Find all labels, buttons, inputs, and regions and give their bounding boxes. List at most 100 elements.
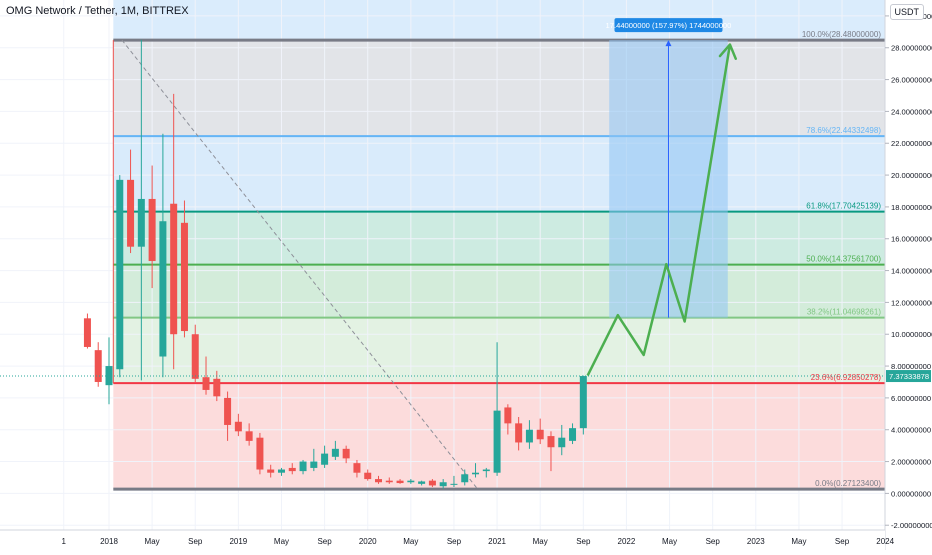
price-tick-label: 12.00000000: [891, 298, 932, 307]
candle-body: [321, 453, 329, 465]
candle-body: [482, 469, 490, 472]
fib-band: [113, 0, 885, 41]
trend-line-group: [112, 39, 479, 490]
fib-level-label: 61.8%(17.70425139): [806, 202, 881, 211]
fib-level-label: 0.0%(0.27123400): [815, 479, 881, 488]
time-tick-label: 1: [61, 537, 66, 546]
last-price-badge: [886, 370, 931, 383]
candle-body: [558, 437, 566, 448]
price-tick-label: 28.00000000: [891, 44, 932, 53]
candle-body: [310, 461, 318, 468]
fib-band: [113, 317, 885, 384]
time-tick-label: Sep: [317, 537, 332, 546]
time-tick-label: Sep: [188, 537, 203, 546]
candle-body: [493, 410, 501, 473]
fib-band: [113, 211, 885, 265]
fib-level-label: 23.6%(6.92850278): [811, 373, 882, 382]
projection-arrow-head: [718, 43, 737, 60]
candle-body: [396, 480, 404, 484]
measure-label-bg: [614, 18, 723, 33]
candle-body: [418, 481, 426, 484]
fib-level-label: 38.2%(11.04698261): [807, 308, 881, 317]
candle-body: [137, 198, 145, 247]
candle-body: [245, 431, 253, 441]
candle-body: [170, 203, 178, 335]
time-tick-label: 2020: [359, 537, 377, 546]
price-tick-label: 26.00000000: [891, 76, 932, 85]
candle-body: [515, 423, 523, 443]
candle-body: [472, 472, 480, 475]
candle-body: [224, 397, 232, 425]
projection-arrow-group: [586, 43, 737, 377]
candle-body: [547, 436, 555, 448]
time-tick-label: Sep: [447, 537, 462, 546]
candle-body: [191, 334, 199, 379]
candle-body: [385, 480, 393, 483]
price-tick-label: 24.00000000: [891, 107, 932, 116]
candle-body: [569, 428, 577, 441]
price-tick-label: 18.00000000: [891, 203, 932, 212]
time-tick-label: May: [533, 537, 548, 546]
fib-bands: [113, 0, 885, 490]
fib-band: [113, 264, 885, 318]
candle-body: [159, 221, 167, 357]
time-tick-label: 2023: [747, 537, 765, 546]
price-tick-label: 20.00000000: [891, 171, 932, 180]
price-tick-label: 16.00000000: [891, 235, 932, 244]
price-tick-label: 2.00000000: [891, 458, 931, 467]
fib-level-label: 100.0%(28.48000000): [802, 30, 882, 39]
fib-level-label: 78.6%(22.44332498): [806, 126, 881, 135]
price-tick-label: 0.00000000: [891, 489, 931, 498]
fib-band: [113, 40, 885, 137]
candle-body: [342, 448, 350, 459]
candle-body: [375, 479, 382, 483]
time-tick-label: 2022: [618, 537, 636, 546]
time-axis-bg: [0, 530, 885, 550]
price-tick-label: 4.00000000: [891, 426, 931, 435]
candle-body: [277, 469, 285, 473]
candle-body: [83, 318, 91, 347]
price-tick-label: 10.00000000: [891, 330, 932, 339]
candle-body: [439, 482, 447, 487]
time-tick-label: May: [791, 537, 806, 546]
candle-body: [267, 469, 275, 473]
candle-body: [331, 448, 339, 457]
time-tick-label: May: [274, 537, 289, 546]
currency-badge[interactable]: USDT: [889, 4, 924, 20]
candle-body: [536, 429, 544, 440]
price-tick-label: 8.00000000: [891, 362, 931, 371]
fib-lines: 0.0%(0.27123400) 23.6%(6.92850278) 38.2%(1…: [113, 30, 885, 491]
time-tick-label: May: [403, 537, 418, 546]
time-tick-label: Sep: [706, 537, 721, 546]
candle-body: [299, 461, 307, 472]
time-axis: 1 2018 May Sep 2019 May Sep 2020 May Sep 2021 May Se…: [0, 529, 895, 550]
candle-body: [450, 483, 458, 485]
candle-body: [504, 407, 512, 424]
time-tick-label: 2018: [100, 537, 118, 546]
candle-body: [525, 429, 533, 443]
time-tick-label: 2019: [229, 537, 247, 546]
candle-body: [288, 467, 296, 472]
candle-body: [116, 179, 124, 370]
candle-body: [127, 179, 135, 247]
candle-body: [234, 421, 242, 432]
price-tick-label: 22.00000000: [891, 139, 932, 148]
time-tick-label: May: [662, 537, 677, 546]
measure-label: 17.44000000 (157.97%) 1744000000: [606, 21, 732, 30]
candle-body: [428, 480, 436, 486]
price-tick-label: -2.00000000: [891, 521, 932, 530]
projection-arrow: [586, 44, 732, 377]
time-tick-label: 2021: [488, 537, 506, 546]
candle-body: [579, 376, 587, 429]
candle-body: [148, 198, 156, 262]
price-tick-label: 14.00000000: [891, 267, 932, 276]
candle-body: [407, 480, 415, 483]
time-tick-label: Sep: [576, 537, 591, 546]
candle-body: [202, 377, 210, 390]
time-tick-label: 2024: [876, 537, 894, 546]
candle-body: [213, 378, 221, 397]
candles: [83, 39, 587, 489]
